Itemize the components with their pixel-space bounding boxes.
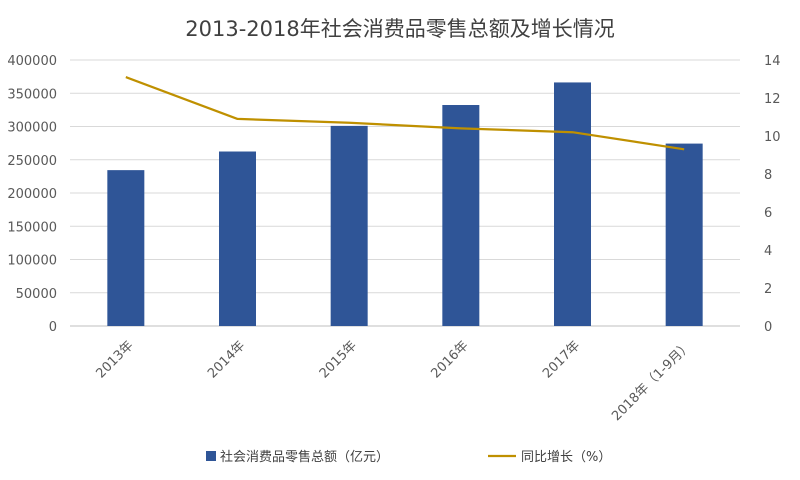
chart-title: 2013-2018年社会消费品零售总额及增长情况 bbox=[185, 17, 614, 41]
bar bbox=[219, 151, 256, 326]
x-tick-label: 2013年 bbox=[93, 338, 136, 381]
x-tick-label: 2018年（1-9月） bbox=[609, 338, 695, 424]
y-axis-left: 0 50000 100000 150000 200000 250000 300000 3500… bbox=[7, 54, 57, 335]
x-tick-label: 2017年 bbox=[540, 338, 583, 381]
y-right-tick-label: 4 bbox=[764, 244, 772, 259]
y-right-tick-label: 12 bbox=[764, 92, 781, 107]
y-left-tick-label: 250000 bbox=[7, 154, 57, 169]
y-left-tick-label: 350000 bbox=[7, 87, 57, 102]
y-left-tick-label: 400000 bbox=[7, 54, 57, 69]
x-tick-label: 2015年 bbox=[317, 338, 360, 381]
y-axis-right: 0 2 4 6 8 10 12 14 bbox=[764, 54, 781, 335]
bar bbox=[554, 82, 591, 327]
legend-label-line: 同比增长（%） bbox=[521, 450, 611, 465]
y-right-tick-label: 8 bbox=[764, 168, 772, 183]
y-left-tick-label: 100000 bbox=[7, 254, 57, 269]
y-left-tick-label: 300000 bbox=[7, 121, 57, 136]
x-axis: 2013年 2014年 2015年 2016年 2017年 2018年（1-9月） bbox=[93, 338, 695, 424]
y-right-tick-label: 10 bbox=[764, 130, 781, 145]
growth-line bbox=[125, 76, 685, 151]
legend-swatch-bar bbox=[206, 451, 216, 461]
y-right-tick-label: 14 bbox=[764, 54, 781, 69]
x-tick-label: 2016年 bbox=[428, 338, 471, 381]
y-right-tick-label: 6 bbox=[764, 206, 772, 221]
bar bbox=[330, 125, 368, 326]
bar bbox=[107, 170, 145, 326]
y-left-tick-label: 50000 bbox=[16, 287, 57, 302]
y-left-tick-label: 150000 bbox=[7, 220, 57, 235]
x-tick-label: 2014年 bbox=[205, 338, 248, 381]
y-right-tick-label: 2 bbox=[764, 282, 772, 297]
y-left-tick-label: 200000 bbox=[7, 187, 57, 202]
bar-series bbox=[107, 82, 703, 327]
legend-label-bar: 社会消费品零售总额（亿元） bbox=[220, 449, 389, 465]
legend: 社会消费品零售总额（亿元） 同比增长（%） bbox=[206, 449, 611, 465]
gridlines bbox=[70, 59, 740, 327]
bar bbox=[442, 105, 480, 326]
y-left-tick-label: 0 bbox=[49, 320, 57, 335]
line-series bbox=[125, 76, 685, 151]
y-right-tick-label: 0 bbox=[764, 320, 772, 335]
bar bbox=[665, 143, 703, 326]
